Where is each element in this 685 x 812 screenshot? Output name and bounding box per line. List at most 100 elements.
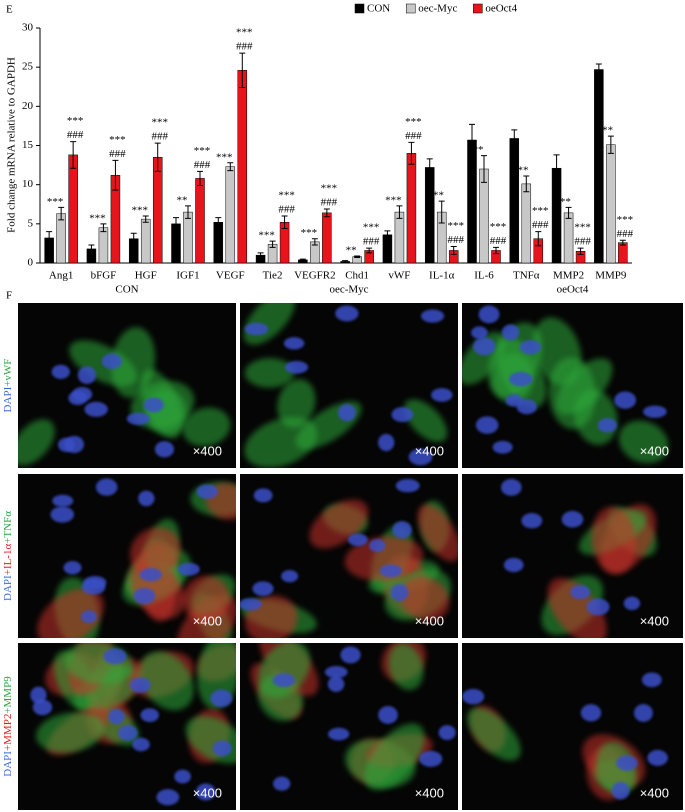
nucleus <box>521 513 543 529</box>
x-tick-label: HGF <box>135 270 157 282</box>
legend-swatch <box>473 3 483 14</box>
significance: *** <box>363 222 380 234</box>
row-label-part: DAPI <box>2 386 14 412</box>
column-header: oec-Myc <box>329 284 368 296</box>
significance: ### <box>574 236 591 248</box>
significance: ### <box>151 131 168 143</box>
bar <box>394 211 405 264</box>
x-tick-label: Tie2 <box>263 270 283 282</box>
cell-body <box>364 723 425 790</box>
row-label-part: DAPI <box>2 575 14 601</box>
error-bar <box>299 258 306 262</box>
significance: ### <box>321 196 338 208</box>
nucleus <box>140 708 159 722</box>
significance: *** <box>574 222 591 234</box>
nucleus <box>335 305 359 322</box>
significance: ### <box>67 129 84 141</box>
significance: *** <box>597 125 614 137</box>
nucleus <box>391 407 414 423</box>
error-bar <box>535 231 542 247</box>
bar <box>467 139 477 264</box>
cell-body <box>18 419 55 466</box>
row-label-part: DAPI <box>2 751 14 777</box>
cells <box>250 643 456 791</box>
nucleus <box>95 478 118 496</box>
error-bar <box>281 215 288 230</box>
micrograph: ×400 <box>240 303 458 468</box>
magnification: ×400 <box>640 443 669 458</box>
significance: *** <box>512 165 529 177</box>
significance: *** <box>216 151 233 163</box>
significance: *** <box>131 205 148 217</box>
nucleus <box>475 416 499 434</box>
magnification: ×400 <box>193 443 222 458</box>
bar <box>322 212 332 264</box>
significance: ### <box>194 159 211 171</box>
nucleus <box>643 405 667 418</box>
error-bar <box>185 205 191 219</box>
significance: ** <box>473 144 484 156</box>
bar <box>509 138 520 264</box>
nucleus <box>369 539 386 553</box>
column-header: CON <box>115 284 138 296</box>
error-bar <box>523 175 530 193</box>
legend-swatch <box>405 3 416 14</box>
x-tick-label: IGF1 <box>176 270 199 282</box>
cell-body <box>417 504 458 562</box>
error-bar <box>493 246 499 255</box>
bar <box>56 213 66 264</box>
significance: *** <box>151 117 168 129</box>
nucleus <box>84 401 108 417</box>
nucleus <box>390 583 409 602</box>
magnification: ×400 <box>415 613 444 628</box>
nucleus <box>392 521 412 539</box>
cells <box>18 327 231 466</box>
error-bar <box>227 162 234 172</box>
nucleus <box>395 479 420 493</box>
cells <box>240 479 458 638</box>
x-tick-label: Chd1 <box>345 270 369 282</box>
nucleus <box>101 353 123 370</box>
micrograph: ×400 <box>462 303 683 468</box>
cells <box>462 672 668 801</box>
nucleus <box>80 610 97 624</box>
cell-body <box>344 536 424 581</box>
significance: *** <box>47 196 64 208</box>
cell-body <box>244 417 318 468</box>
nucleus <box>641 672 662 688</box>
nucleus <box>324 666 348 679</box>
legend-label: oec-Myc <box>418 3 457 15</box>
error-bar <box>553 154 560 183</box>
micrograph: ×400 <box>240 474 458 638</box>
significance: *** <box>427 190 444 202</box>
row-label: DAPI+IL-1α+TNFα <box>2 511 14 601</box>
significance: ### <box>109 148 126 160</box>
error-bar <box>450 246 457 255</box>
bar <box>152 157 163 264</box>
significance: ** <box>177 194 188 206</box>
nucleus <box>614 391 637 409</box>
error-bar <box>215 217 222 228</box>
cell-body <box>185 716 236 764</box>
error-bar <box>426 158 433 177</box>
nucleus <box>501 324 520 341</box>
significance: *** <box>321 182 338 194</box>
nucleus <box>408 448 433 466</box>
nucleus <box>253 488 273 503</box>
nucleus <box>81 579 106 595</box>
significance: *** <box>258 230 275 242</box>
nucleus <box>500 478 522 496</box>
error-bar <box>577 247 584 255</box>
significance: *** <box>236 27 253 39</box>
significance: ### <box>532 219 549 231</box>
nucleus <box>503 557 524 573</box>
significance: ### <box>363 236 380 248</box>
nucleus <box>379 564 403 578</box>
nucleus <box>337 404 356 422</box>
bar <box>140 218 151 264</box>
cell-body <box>388 643 424 691</box>
nucleus <box>244 322 269 336</box>
significance: ### <box>490 235 507 247</box>
